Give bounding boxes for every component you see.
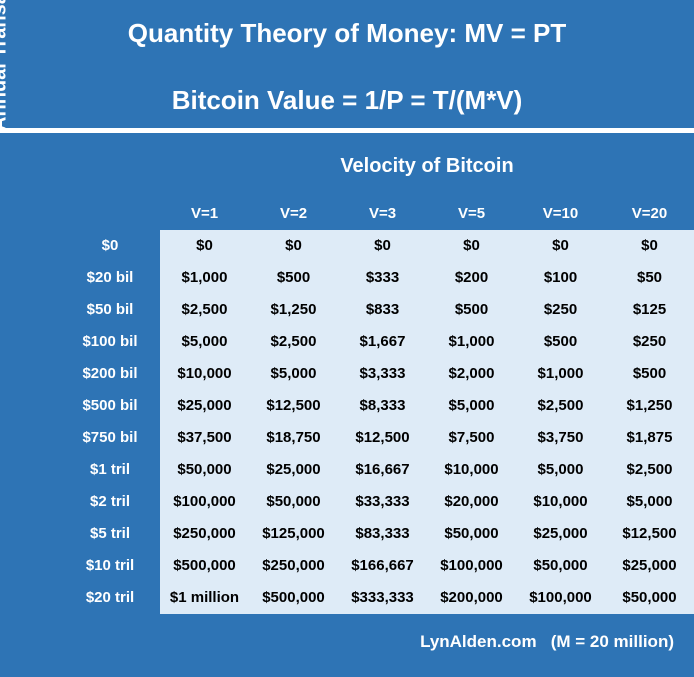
table-cell: $25,000	[266, 461, 321, 478]
table-cell: $12,500	[355, 429, 410, 446]
row-header: $20 bil	[86, 269, 134, 286]
table-cell: $1,000	[181, 269, 228, 286]
table-cell: $2,500	[626, 461, 673, 478]
column-header: V=2	[279, 205, 308, 222]
title-line-1: Quantity Theory of Money: MV = PT	[127, 18, 567, 48]
column-header: V=5	[457, 205, 486, 222]
table-cell: $0	[285, 237, 302, 254]
row-axis-label: Annual Transaction Volume	[0, 0, 11, 131]
table-cell: $33,333	[355, 493, 410, 510]
table-cell: $5,000	[626, 493, 673, 510]
table-cell: $10,000	[533, 493, 588, 510]
table-cell: $125	[632, 301, 667, 318]
row-header: $1 tril	[89, 461, 131, 478]
table-cell: $1,667	[359, 333, 406, 350]
table-cell: $500	[632, 365, 667, 382]
table-cell: $7,500	[448, 429, 495, 446]
row-header: $0	[101, 237, 119, 254]
table-cell: $5,000	[181, 333, 228, 350]
table-cell: $50	[636, 269, 663, 286]
table-cell: $200,000	[440, 589, 503, 606]
table-cell: $1,000	[448, 333, 495, 350]
table-cell: $50,000	[533, 557, 588, 574]
row-header: $750 bil	[82, 429, 138, 446]
table-cell: $2,000	[448, 365, 495, 382]
footer-credit: LynAlden.com (M = 20 million)	[420, 632, 674, 651]
table-cell: $250	[632, 333, 667, 350]
column-header: V=3	[368, 205, 397, 222]
title-line-2: Bitcoin Value = 1/P = T/(M*V)	[171, 85, 523, 115]
table-cell: $125,000	[262, 525, 325, 542]
row-header: $5 tril	[89, 525, 131, 542]
table-cell: $3,333	[359, 365, 406, 382]
table-cell: $50,000	[177, 461, 232, 478]
table-cell: $0	[374, 237, 391, 254]
table-cell: $500,000	[262, 589, 325, 606]
table-cell: $833	[365, 301, 400, 318]
table-cell: $3,750	[537, 429, 584, 446]
table-cell: $10,000	[444, 461, 499, 478]
table-cell: $500,000	[173, 557, 236, 574]
table-cell: $1,875	[626, 429, 673, 446]
table-cell: $25,000	[177, 397, 232, 414]
table-body-background	[160, 230, 694, 614]
table-cell: $200	[454, 269, 489, 286]
table-cell: $12,500	[266, 397, 321, 414]
table-cell: $12,500	[622, 525, 677, 542]
row-header: $10 tril	[85, 557, 135, 574]
row-header: $50 bil	[86, 301, 134, 318]
table-cell: $250	[543, 301, 578, 318]
table-cell: $250,000	[262, 557, 325, 574]
table-cell: $25,000	[533, 525, 588, 542]
table-cell: $8,333	[359, 397, 406, 414]
table-cell: $50,000	[266, 493, 321, 510]
table-cell: $166,667	[351, 557, 414, 574]
row-header: $500 bil	[82, 397, 138, 414]
table-cell: $2,500	[537, 397, 584, 414]
table-cell: $333	[365, 269, 400, 286]
table-cell: $0	[552, 237, 569, 254]
table-cell: $83,333	[355, 525, 410, 542]
table-cell: $37,500	[177, 429, 232, 446]
row-header: $2 tril	[89, 493, 131, 510]
table-cell: $18,750	[266, 429, 321, 446]
table-cell: $500	[276, 269, 311, 286]
table-cell: $10,000	[177, 365, 232, 382]
table-cell: $5,000	[448, 397, 495, 414]
column-axis-label: Velocity of Bitcoin	[340, 155, 514, 177]
table-cell: $100	[543, 269, 578, 286]
column-header: V=10	[542, 205, 579, 222]
table-cell: $1 million	[169, 589, 240, 606]
row-header: $200 bil	[82, 365, 138, 382]
table-cell: $50,000	[444, 525, 499, 542]
table-cell: $0	[463, 237, 480, 254]
table-cell: $25,000	[622, 557, 677, 574]
column-header: V=20	[631, 205, 668, 222]
table-cell: $5,000	[270, 365, 317, 382]
table-cell: $0	[641, 237, 658, 254]
table-cell: $100,000	[529, 589, 592, 606]
table-cell: $333,333	[351, 589, 414, 606]
row-header: $20 tril	[85, 589, 135, 606]
table-cell: $1,250	[626, 397, 673, 414]
column-header: V=1	[190, 205, 219, 222]
table-cell: $1,250	[270, 301, 317, 318]
table-cell: $250,000	[173, 525, 236, 542]
table-cell: $500	[454, 301, 489, 318]
title-divider	[0, 128, 694, 133]
table-cell: $2,500	[181, 301, 228, 318]
table-cell: $20,000	[444, 493, 499, 510]
table-cell: $100,000	[440, 557, 503, 574]
row-header: $100 bil	[82, 333, 138, 350]
table-cell: $5,000	[537, 461, 584, 478]
table-cell: $16,667	[355, 461, 410, 478]
table-cell: $0	[196, 237, 213, 254]
table-cell: $100,000	[173, 493, 236, 510]
table-cell: $2,500	[270, 333, 317, 350]
table-cell: $50,000	[622, 589, 677, 606]
table-cell: $500	[543, 333, 578, 350]
table-cell: $1,000	[537, 365, 584, 382]
